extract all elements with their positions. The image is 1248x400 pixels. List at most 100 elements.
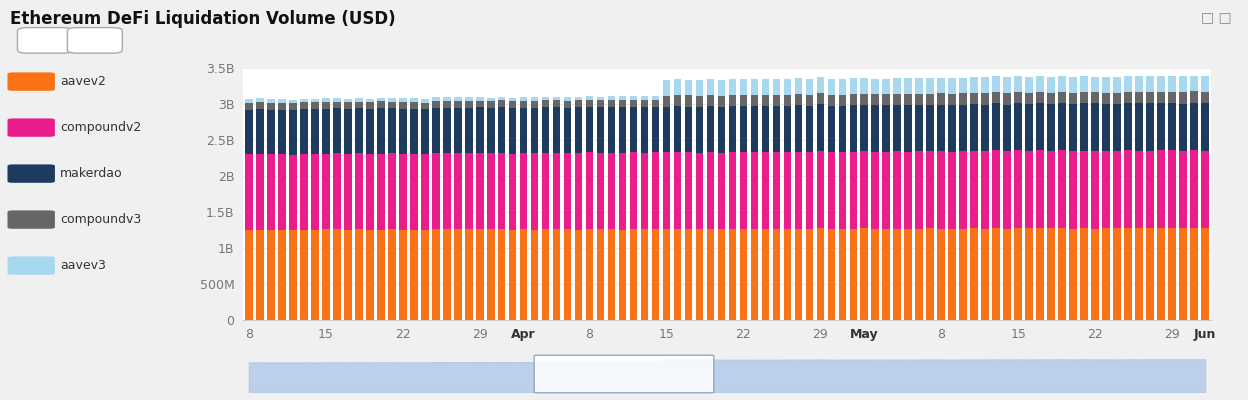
Bar: [542, 97, 549, 100]
Bar: [740, 229, 748, 320]
Bar: [553, 107, 560, 153]
Bar: [1058, 150, 1066, 228]
Bar: [575, 153, 583, 230]
Bar: [322, 98, 329, 102]
Bar: [674, 106, 681, 152]
Bar: [1113, 104, 1121, 151]
Bar: [948, 152, 956, 229]
Bar: [773, 79, 780, 95]
Bar: [981, 229, 990, 320]
Bar: [761, 229, 769, 320]
Bar: [1146, 151, 1154, 228]
Bar: [1113, 228, 1121, 320]
Bar: [1003, 229, 1011, 320]
Bar: [1015, 92, 1022, 104]
Bar: [464, 108, 473, 153]
Bar: [487, 98, 494, 101]
Bar: [498, 229, 505, 320]
Bar: [1113, 151, 1121, 228]
Bar: [916, 94, 924, 105]
Bar: [663, 228, 670, 320]
Bar: [553, 100, 560, 107]
Bar: [354, 230, 363, 320]
Bar: [564, 101, 572, 108]
Bar: [575, 100, 583, 107]
Bar: [861, 105, 869, 151]
Bar: [322, 109, 329, 154]
Text: makerdao: makerdao: [60, 167, 122, 180]
Bar: [729, 95, 736, 106]
Bar: [575, 97, 583, 100]
Bar: [388, 229, 396, 320]
Bar: [267, 103, 275, 110]
Bar: [619, 107, 626, 153]
Bar: [311, 230, 318, 320]
Bar: [1113, 93, 1121, 104]
Bar: [344, 110, 352, 154]
Bar: [443, 97, 451, 101]
Bar: [1191, 228, 1198, 320]
Text: Ethereum DeFi Liquidation Volume (USD): Ethereum DeFi Liquidation Volume (USD): [10, 10, 396, 28]
Bar: [1202, 92, 1209, 103]
Bar: [256, 102, 263, 109]
Bar: [454, 153, 462, 229]
Bar: [399, 154, 407, 230]
Bar: [992, 150, 1000, 228]
Bar: [640, 96, 649, 100]
Bar: [553, 229, 560, 320]
Bar: [344, 99, 352, 102]
Bar: [937, 152, 945, 229]
Bar: [267, 110, 275, 154]
Bar: [916, 229, 924, 320]
Bar: [1015, 104, 1022, 150]
Bar: [651, 100, 659, 106]
Bar: [729, 79, 736, 95]
Bar: [464, 98, 473, 101]
Bar: [421, 154, 428, 230]
Bar: [1081, 76, 1088, 92]
Bar: [454, 101, 462, 108]
Bar: [882, 94, 890, 106]
Bar: [916, 78, 924, 94]
Bar: [992, 76, 1000, 92]
Bar: [1058, 76, 1066, 92]
Bar: [1091, 228, 1099, 320]
Bar: [992, 104, 1000, 150]
Bar: [585, 100, 593, 107]
Bar: [290, 103, 297, 110]
Bar: [245, 110, 252, 154]
Bar: [1015, 150, 1022, 228]
Bar: [630, 152, 638, 229]
Bar: [388, 154, 396, 229]
Bar: [290, 100, 297, 103]
Bar: [740, 79, 748, 95]
Bar: [894, 105, 901, 152]
Bar: [377, 108, 384, 154]
Bar: [861, 228, 869, 320]
Bar: [651, 96, 659, 100]
Bar: [354, 98, 363, 102]
Bar: [1081, 150, 1088, 228]
Bar: [597, 153, 604, 229]
Bar: [278, 110, 286, 154]
Bar: [784, 94, 791, 106]
Bar: [1003, 104, 1011, 151]
Bar: [795, 94, 802, 105]
Text: aavev2: aavev2: [60, 75, 106, 88]
Bar: [894, 94, 901, 105]
Bar: [475, 101, 483, 108]
Bar: [409, 109, 418, 154]
Bar: [905, 152, 912, 229]
Bar: [971, 93, 978, 104]
Bar: [1047, 151, 1055, 228]
Bar: [245, 103, 252, 110]
Bar: [1146, 103, 1154, 151]
Bar: [1191, 103, 1198, 150]
Bar: [267, 154, 275, 230]
Bar: [597, 96, 604, 100]
Bar: [1047, 92, 1055, 104]
Bar: [245, 230, 252, 320]
Bar: [740, 106, 748, 152]
Bar: [706, 152, 714, 229]
Bar: [432, 108, 439, 153]
